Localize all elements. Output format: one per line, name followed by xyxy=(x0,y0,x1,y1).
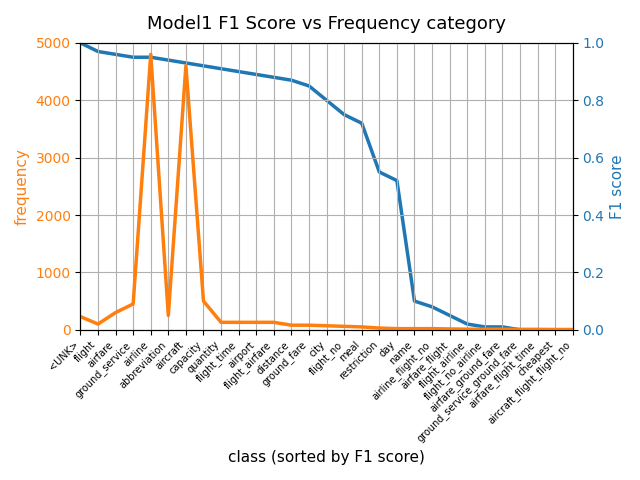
Title: Model1 F1 Score vs Frequency category: Model1 F1 Score vs Frequency category xyxy=(147,15,506,33)
Y-axis label: F1 score: F1 score xyxy=(610,154,625,219)
X-axis label: class (sorted by F1 score): class (sorted by F1 score) xyxy=(228,450,425,465)
Y-axis label: frequency: frequency xyxy=(15,148,30,225)
